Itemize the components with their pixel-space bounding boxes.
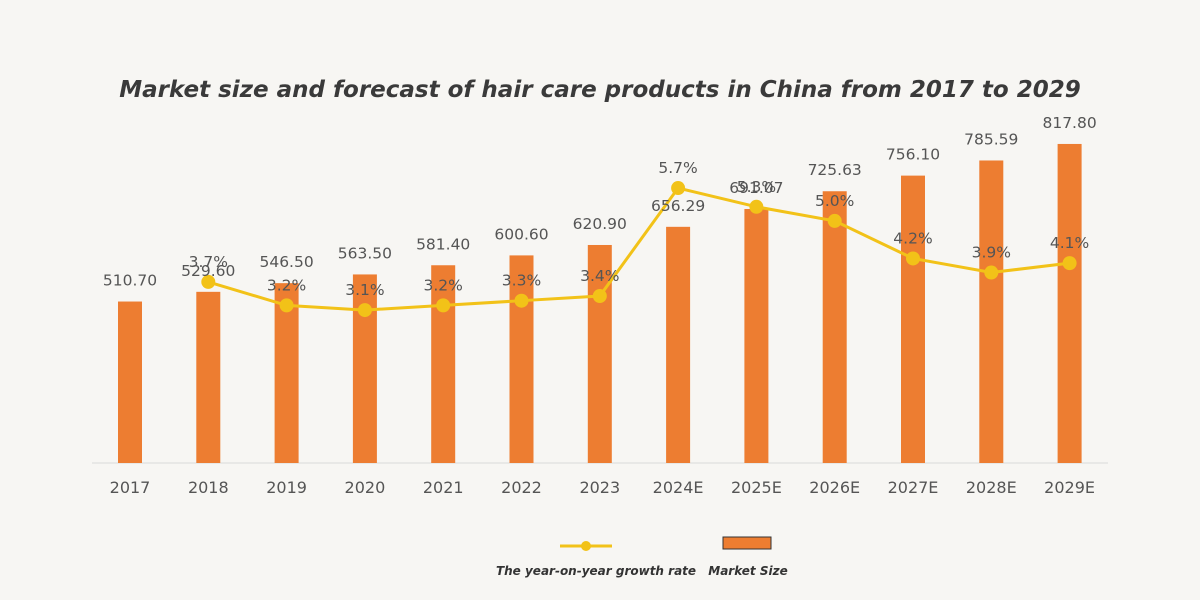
- growth-point-2024E: [671, 181, 686, 196]
- growth-point-2019: [279, 298, 294, 313]
- legend-bar-swatch: [722, 536, 772, 550]
- x-tick-label-2023: 2023: [579, 478, 620, 497]
- x-tick-label-2021: 2021: [423, 478, 464, 497]
- bar-2024E: [666, 226, 691, 463]
- growth-point-2027E: [906, 251, 920, 266]
- growth-point-2029E: [1062, 256, 1077, 271]
- legend-marker-swatch: [581, 541, 591, 551]
- bar-2020: [352, 274, 377, 463]
- growth-rate-label-2021: 3.2%: [424, 276, 463, 294]
- bar-value-label-2029E: 817.80: [1042, 114, 1096, 132]
- growth-point-2020: [357, 303, 372, 318]
- growth-point-2023: [592, 288, 607, 303]
- growth-rate-line: [207, 186, 1070, 312]
- data-labels: 510.70 529.60 546.50 563.50 581.40 600.60 620.…: [103, 114, 1097, 299]
- growth-rate-label-2023: 3.4%: [580, 267, 619, 285]
- growth-point-2026E: [827, 213, 842, 228]
- growth-point-2018: [201, 274, 216, 289]
- chart-title: Market size and forecast of hair care pr…: [119, 77, 1080, 103]
- bar-2025E: [744, 208, 769, 463]
- x-tick-label-2024E: 2024E: [653, 478, 704, 497]
- x-tick-label-2029E: 2029E: [1044, 478, 1095, 497]
- growth-rate-label-2019: 3.2%: [267, 276, 306, 294]
- bar-2026E: [822, 191, 847, 464]
- bar-value-label-2028E: 785.59: [964, 130, 1018, 148]
- bar-2029E: [1057, 143, 1082, 464]
- x-tick-label-2017: 2017: [110, 478, 151, 497]
- growth-point-2021: [436, 298, 451, 313]
- bar-value-label-2020: 563.50: [338, 244, 392, 262]
- bar-value-label-2021: 581.40: [416, 235, 470, 253]
- growth-rate-label-2027E: 4.2%: [893, 229, 932, 247]
- bar-value-label-2023: 620.90: [573, 215, 627, 233]
- bar-2022: [509, 255, 534, 463]
- bar-value-label-2022: 600.60: [494, 225, 548, 243]
- x-tick-label-2018: 2018: [188, 478, 229, 497]
- bar-2018: [196, 291, 221, 463]
- growth-point-2025E: [749, 199, 764, 214]
- growth-rate-label-2018: 3.7%: [189, 253, 228, 271]
- bar-2028E: [979, 160, 1004, 463]
- bar-value-label-2024E: 656.29: [651, 197, 705, 215]
- legend: The year-on-year growth rate Market Size: [496, 536, 788, 578]
- bar-value-label-2026E: 725.63: [808, 161, 862, 179]
- x-tick-label-2019: 2019: [266, 478, 307, 497]
- x-tick-label-2026E: 2026E: [809, 478, 860, 497]
- x-tick-label-2027E: 2027E: [888, 478, 939, 497]
- bar-2021: [431, 265, 456, 463]
- growth-point-2028E: [984, 265, 999, 280]
- growth-rate-label-2022: 3.3%: [502, 272, 541, 290]
- bar-value-label-2027E: 756.10: [886, 146, 940, 164]
- x-tick-label-2022: 2022: [501, 478, 542, 497]
- legend-label-growth-rate: The year-on-year growth rate: [496, 564, 696, 578]
- growth-rate-label-2029E: 4.1%: [1050, 234, 1089, 252]
- bar-value-label-2019: 546.50: [259, 253, 313, 271]
- growth-rate-label-2028E: 3.9%: [972, 244, 1011, 262]
- bar-2017: [118, 301, 142, 463]
- x-tick-label-2028E: 2028E: [966, 478, 1017, 497]
- bar-2019: [274, 283, 299, 463]
- bar-series: [118, 143, 1082, 464]
- bar-value-label-2025E: 691.07: [729, 179, 783, 197]
- x-tick-label-2020: 2020: [345, 478, 386, 497]
- growth-rate-label-2025E: 5.3%: [737, 178, 776, 196]
- legend-item-growth-rate: The year-on-year growth rate: [496, 541, 696, 578]
- bar-value-label-2017: 510.70: [103, 272, 157, 290]
- growth-rate-label-2020: 3.1%: [345, 281, 384, 299]
- growth-point-2022: [514, 293, 529, 308]
- growth-rate-label-2026E: 5.0%: [815, 192, 854, 210]
- x-axis-tick-labels: 2017 2018 2019 2020 2021 2022 2023 2024E 2025E 20…: [110, 478, 1095, 497]
- bar-2023: [587, 244, 612, 463]
- x-tick-label-2025E: 2025E: [731, 478, 782, 497]
- legend-item-market-size: Market Size: [708, 536, 788, 578]
- bar-value-label-2018: 529.60: [181, 262, 235, 280]
- bar-2027E: [901, 175, 925, 464]
- growth-rate-label-2024E: 5.7%: [658, 159, 697, 177]
- legend-label-market-size: Market Size: [708, 564, 787, 578]
- growth-line-series: [201, 181, 1077, 318]
